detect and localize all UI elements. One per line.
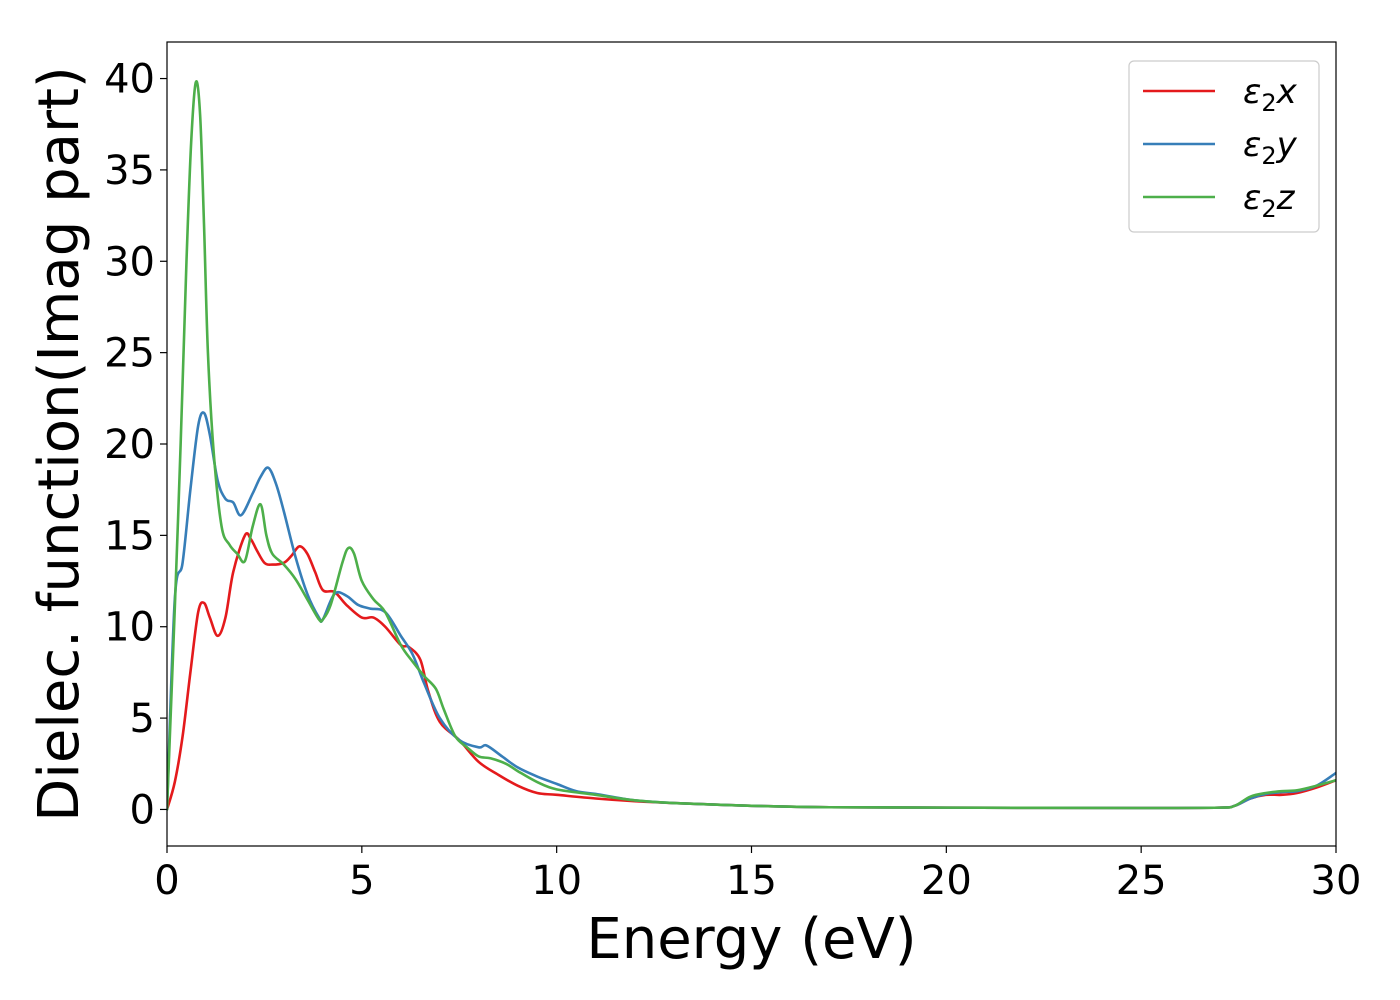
legend-label-y: ε2y (1243, 125, 1298, 170)
y-tick-label: 10 (104, 605, 155, 651)
y-tick-label: 35 (104, 148, 155, 194)
x-tick-label: 30 (1311, 858, 1362, 904)
x-axis-ticks: 0 5 10 15 20 25 30 (154, 846, 1361, 904)
y-tick-label: 15 (104, 513, 155, 559)
legend-label-x: ε2x (1243, 72, 1298, 117)
series-line-z (167, 80, 1336, 811)
series-layer (167, 80, 1336, 811)
x-tick-label: 5 (349, 858, 374, 904)
y-axis-label: Dielec. function(Imag part) (27, 66, 92, 822)
y-tick-label: 5 (130, 696, 155, 742)
y-tick-label: 25 (104, 331, 155, 377)
y-tick-label: 20 (104, 422, 155, 468)
x-axis-label: Energy (eV) (586, 907, 916, 972)
x-tick-label: 20 (921, 858, 972, 904)
x-tick-label: 15 (726, 858, 777, 904)
y-tick-label: 30 (104, 239, 155, 285)
y-tick-label: 0 (130, 787, 155, 833)
y-axis-ticks: 0 5 10 15 20 25 30 35 40 (104, 57, 167, 833)
legend: ε2x ε2y ε2z (1128, 60, 1320, 233)
x-tick-label: 0 (154, 858, 179, 904)
legend-label-z: ε2z (1243, 178, 1296, 223)
x-tick-label: 10 (531, 858, 582, 904)
legend-box (1128, 60, 1320, 233)
y-tick-label: 40 (104, 57, 155, 103)
x-tick-label: 25 (1116, 858, 1167, 904)
